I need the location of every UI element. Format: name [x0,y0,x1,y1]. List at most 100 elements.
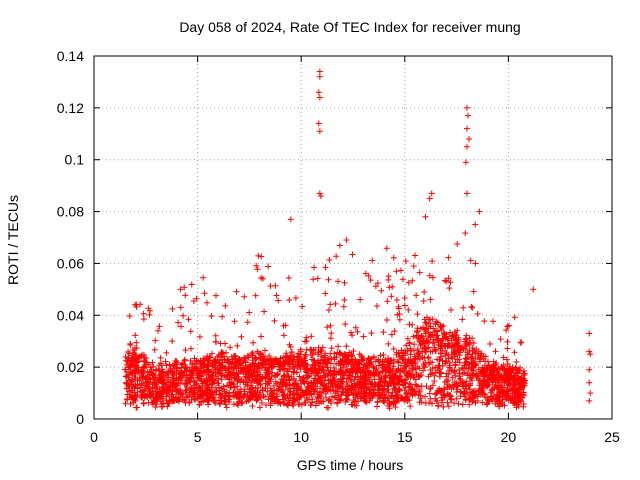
data-point [426,272,433,279]
x-axis-label: GPS time / hours [297,457,404,473]
data-point [311,264,318,271]
data-point [426,399,433,406]
data-point [357,296,364,303]
data-point [254,266,261,273]
data-point [443,278,450,285]
data-point [530,286,537,293]
x-tick-labels: 0 5 10 15 20 25 [90,429,620,445]
data-point [426,195,433,202]
data-point [322,264,329,271]
y-tick-label: 0.14 [57,48,84,64]
x-tick-label: 15 [397,429,413,445]
data-point [420,297,427,304]
data-point [169,338,176,345]
data-point [406,321,413,328]
data-point [316,73,323,80]
data-point [295,401,302,408]
data-point [196,333,203,340]
data-point [249,384,256,391]
data-point [127,340,134,347]
data-point [405,279,412,286]
data-point [328,345,335,352]
data-point [188,345,195,352]
data-point [384,298,391,305]
data-point [422,393,429,400]
data-point [487,340,494,347]
y-tick-label: 0.08 [57,204,84,220]
data-point [146,311,153,318]
data-point [310,276,317,283]
data-point [448,306,455,313]
data-point [238,333,245,340]
data-point [497,336,504,343]
data-point [440,403,447,410]
data-point [322,290,329,297]
data-point [521,370,528,377]
data-point [481,318,488,325]
data-point [405,306,412,313]
data-point [327,301,334,308]
data-point [188,281,195,288]
data-point [362,270,369,277]
data-point [212,332,219,339]
data-point [341,279,348,286]
data-point [383,316,390,323]
data-point [587,390,594,397]
data-point [492,348,499,355]
data-point [390,254,397,261]
data-point [258,333,265,340]
data-point [462,230,469,237]
data-point [504,345,511,352]
data-point [409,277,416,284]
data-point [122,353,129,360]
data-point [349,332,356,339]
data-point [336,242,343,249]
data-point [343,343,350,350]
data-point [368,330,375,337]
data-point [185,316,192,323]
data-point [397,362,404,369]
data-point [452,372,459,379]
data-point [215,380,222,387]
data-point [463,190,470,197]
data-point [258,253,265,260]
data-point [429,258,436,265]
y-tick-label: 0.04 [57,307,84,323]
data-point [511,314,518,321]
data-point [385,340,392,347]
data-point [231,318,238,325]
data-point [325,307,332,314]
data-point [169,305,176,312]
data-point [252,292,259,299]
y-tick-label: 0.1 [65,152,85,168]
data-point [155,327,162,334]
data-point [316,94,323,101]
data-point [219,313,226,320]
data-point [234,342,241,349]
y-axis-label: ROTI / TECUs [5,195,21,285]
data-point [419,348,426,355]
data-point [463,104,470,111]
data-point [375,357,382,364]
data-point [303,334,310,341]
data-point [474,310,481,317]
data-point [472,260,479,267]
data-point [208,313,215,320]
data-point [511,349,518,356]
data-point [349,251,356,258]
data-point [265,263,272,270]
data-point [312,402,319,409]
data-point [316,68,323,75]
data-point [227,344,234,351]
data-point [271,317,278,324]
data-point [401,294,408,301]
y-tick-label: 0.12 [57,100,84,116]
data-point [385,276,392,283]
x-tick-label: 20 [501,429,517,445]
data-point [152,337,159,344]
data-point [380,329,387,336]
data-point [296,373,303,380]
chart-title: Day 058 of 2024, Rate Of TEC Index for r… [179,19,520,35]
data-point [476,208,483,215]
data-point [267,376,274,383]
